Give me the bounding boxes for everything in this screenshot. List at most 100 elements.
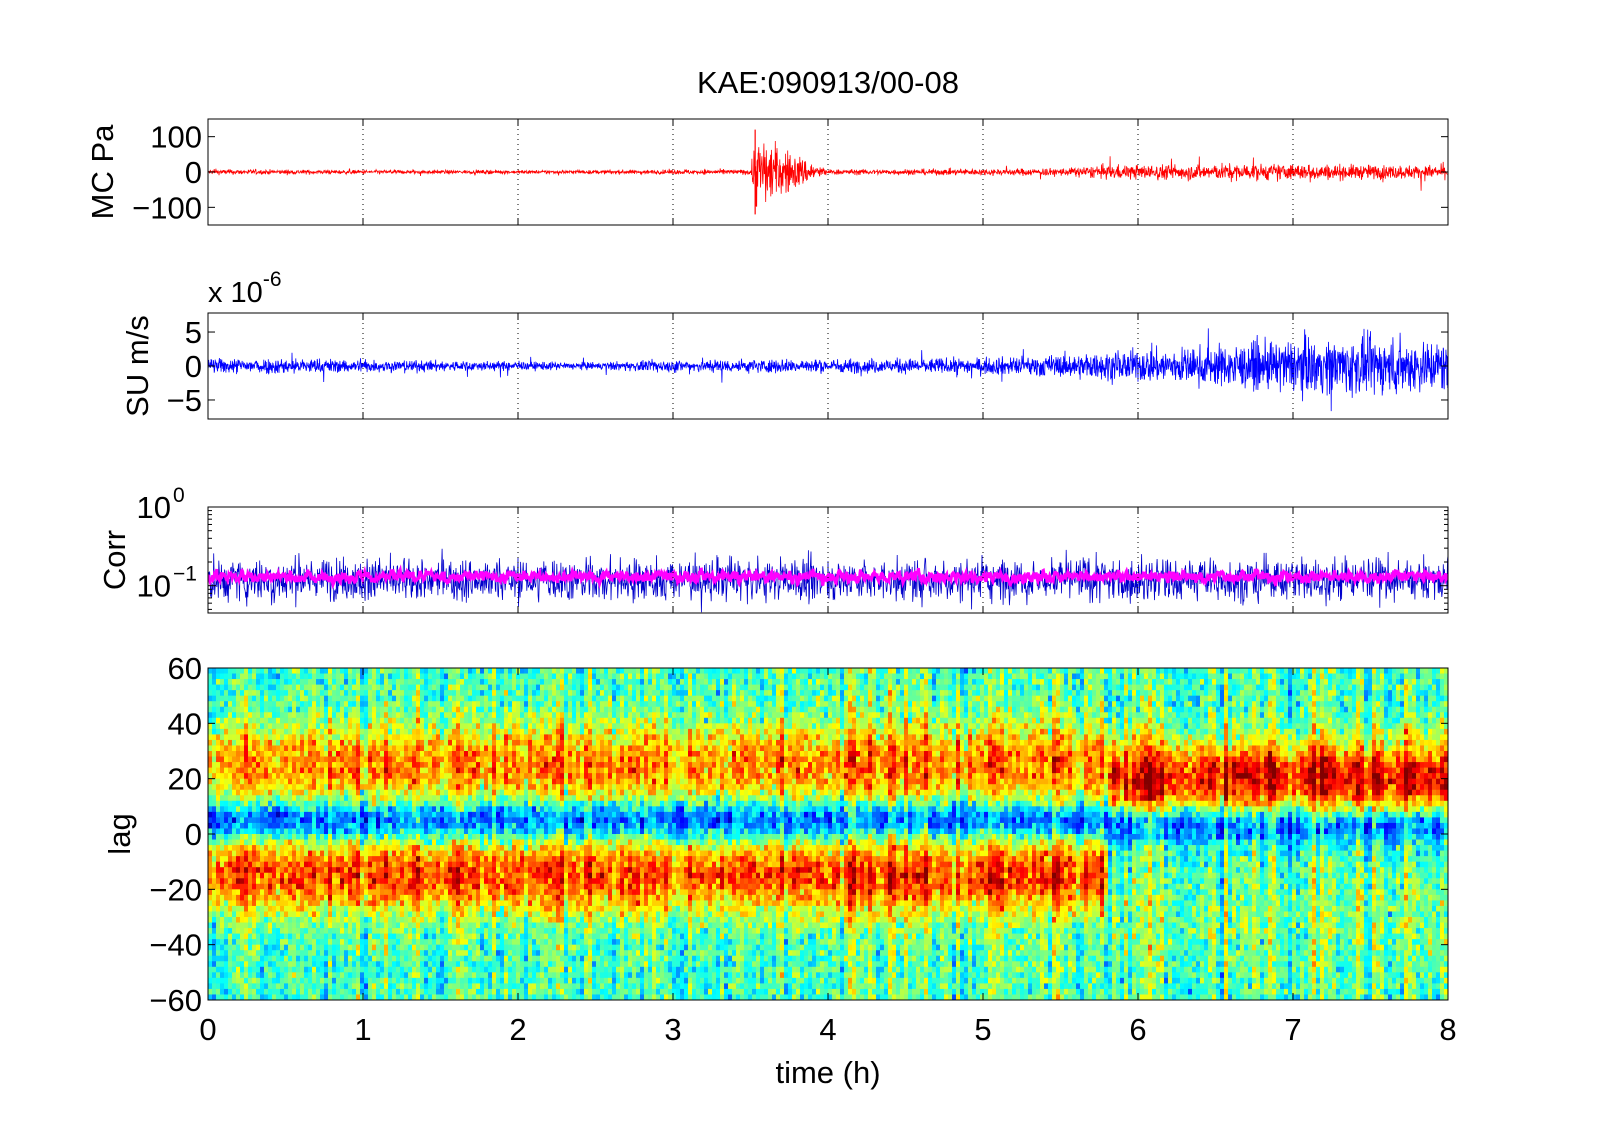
heatmap-cell: [524, 734, 529, 741]
heatmap-cell: [488, 834, 493, 841]
heatmap-cell: [208, 751, 213, 758]
heatmap-cell: [404, 845, 409, 852]
heatmap-cell: [340, 762, 345, 769]
heatmap-cell: [256, 972, 261, 979]
heatmap-cell: [404, 723, 409, 730]
heatmap-cell: [460, 828, 465, 835]
heatmap-cell: [360, 883, 365, 890]
heatmap-cell: [232, 839, 237, 846]
heatmap-cell: [272, 734, 277, 741]
heatmap-cell: [236, 773, 241, 780]
heatmap-cell: [312, 695, 317, 702]
heatmap-cell: [304, 762, 309, 769]
heatmap-cell: [424, 690, 429, 697]
heatmap-cell: [324, 828, 329, 835]
heatmap-cell: [340, 977, 345, 984]
heatmap-cell: [496, 994, 501, 1000]
heatmap-cell: [428, 944, 433, 951]
heatmap-cell: [332, 795, 337, 802]
heatmap-cell: [264, 784, 269, 791]
heatmap-cell: [456, 739, 461, 747]
heatmap-cell: [524, 905, 529, 913]
heatmap-cell: [456, 939, 461, 946]
heatmap-cell: [260, 972, 265, 979]
heatmap-cell: [408, 928, 413, 935]
heatmap-cell: [224, 734, 229, 741]
heatmap-cell: [252, 917, 257, 924]
heatmap-cell: [332, 822, 337, 830]
heatmap-cell: [468, 706, 473, 713]
heatmap-cell: [488, 983, 493, 990]
heatmap-cell: [248, 795, 253, 802]
heatmap-cell: [528, 955, 533, 962]
heatmap-cell: [256, 883, 261, 890]
heatmap-cell: [388, 900, 393, 907]
heatmap-cell: [372, 856, 377, 863]
heatmap-cell: [476, 856, 481, 863]
heatmap-cell: [504, 684, 509, 691]
heatmap-cell: [288, 828, 293, 835]
heatmap-cell: [500, 690, 505, 697]
heatmap-cell: [316, 988, 321, 996]
heatmap-cell: [216, 822, 221, 830]
heatmap-cell: [300, 933, 305, 940]
heatmap-cell: [520, 944, 525, 951]
heatmap-cell: [324, 811, 329, 818]
heatmap-cell: [456, 850, 461, 857]
heatmap-cell: [380, 961, 385, 968]
heatmap-cell: [504, 983, 509, 990]
heatmap-cell: [464, 994, 469, 1000]
heatmap-cell: [484, 800, 489, 807]
heatmap-cell: [280, 723, 285, 730]
heatmap-cell: [244, 878, 249, 885]
heatmap-cell: [472, 811, 477, 818]
heatmap-cell: [508, 867, 513, 874]
heatmap-cell: [264, 894, 269, 901]
heatmap-cell: [304, 668, 309, 675]
heatmap-cell: [228, 828, 233, 835]
heatmap-cell: [488, 811, 493, 818]
heatmap-cell: [220, 856, 225, 863]
heatmap-cell: [360, 828, 365, 835]
y-tick-exponent: 0: [173, 484, 185, 507]
heatmap-cell: [292, 806, 297, 813]
heatmap-cell: [236, 806, 241, 813]
heatmap-cell: [220, 911, 225, 918]
heatmap-cell: [428, 684, 433, 691]
heatmap-cell: [356, 917, 361, 924]
heatmap-cell: [216, 673, 221, 680]
heatmap-cell: [360, 728, 365, 735]
heatmap-cell: [524, 773, 529, 780]
heatmap-cell: [512, 834, 517, 841]
heatmap-cell: [368, 894, 373, 901]
heatmap-cell: [252, 983, 257, 990]
heatmap-cell: [296, 679, 301, 686]
heatmap-cell: [504, 690, 509, 697]
heatmap-cell: [268, 734, 273, 741]
heatmap-cell: [320, 706, 325, 713]
heatmap-cell: [428, 668, 433, 675]
heatmap-cell: [272, 773, 277, 780]
heatmap-cell: [252, 861, 257, 868]
heatmap-cell: [324, 734, 329, 741]
heatmap-cell: [420, 684, 425, 691]
heatmap-cell: [372, 950, 377, 957]
heatmap-cell: [468, 673, 473, 680]
heatmap-cell: [248, 872, 253, 879]
heatmap-cell: [436, 734, 441, 741]
heatmap-cell: [244, 933, 249, 940]
heatmap-cell: [444, 706, 449, 713]
heatmap-cell: [220, 745, 225, 752]
heatmap-cell: [416, 668, 421, 675]
heatmap-cell: [484, 673, 489, 680]
heatmap-cell: [464, 922, 469, 929]
heatmap-cell: [392, 878, 397, 885]
heatmap-cell: [300, 806, 305, 813]
heatmap-cell: [476, 950, 481, 957]
heatmap-cell: [272, 894, 277, 901]
heatmap-cell: [508, 806, 513, 813]
heatmap-cell: [524, 900, 529, 907]
heatmap-cell: [496, 795, 501, 802]
chart-title: KAE:090913/00-08: [697, 65, 959, 100]
heatmap-cell: [396, 778, 401, 785]
